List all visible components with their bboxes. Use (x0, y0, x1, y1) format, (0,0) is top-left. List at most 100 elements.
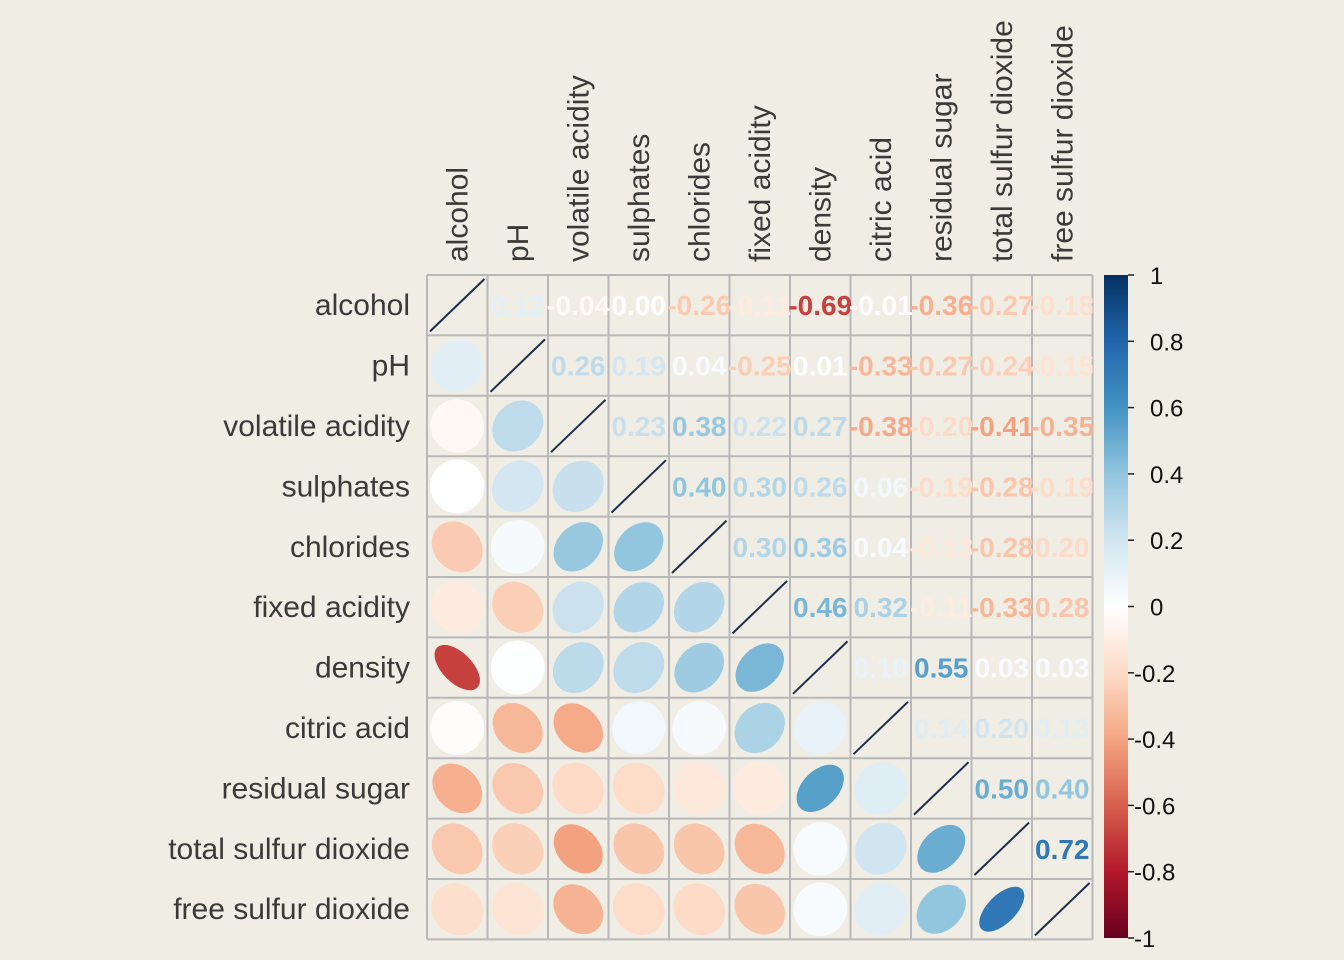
coefficient-alcohol-residual-sugar: -0.36 (909, 290, 973, 321)
ellipse-citric-acid-chlorides (672, 701, 727, 755)
coefficient-volatile-acidity-citric-acid: -0.38 (849, 411, 913, 442)
diagonal-line (1034, 882, 1091, 937)
ellipse-free-sulfur-dioxide-ph (491, 883, 544, 936)
row-label-ph: pH (372, 350, 410, 383)
coefficient-chlorides-residual-sugar: -0.13 (909, 532, 973, 563)
coefficient-chlorides-free-sulfur-dioxide: 0.20 (1035, 532, 1090, 563)
ellipse-fixed-acidity-sulphates (613, 581, 664, 633)
coefficient-ph-volatile-acidity: 0.26 (551, 351, 606, 382)
coefficient-fixed-acidity-total-sulfur-dioxide: -0.33 (970, 592, 1034, 623)
ellipse-citric-acid-alcohol (430, 701, 485, 755)
coefficient-sulphates-citric-acid: 0.06 (854, 471, 909, 502)
row-label-sulphates: sulphates (282, 470, 410, 503)
coefficient-volatile-acidity-density: 0.27 (793, 411, 848, 442)
ellipse-fixed-acidity-alcohol (430, 580, 484, 634)
ellipse-volatile-acidity-alcohol (430, 399, 485, 453)
coefficient-volatile-acidity-chlorides: 0.38 (672, 411, 727, 442)
coefficient-sulphates-residual-sugar: -0.19 (909, 471, 973, 502)
ellipse-free-sulfur-dioxide-citric-acid (854, 882, 907, 936)
ellipse-density-sulphates (613, 642, 665, 694)
colorbar-tick-label: 0.4 (1150, 462, 1183, 489)
coefficient-ph-residual-sugar: -0.27 (909, 351, 973, 382)
colorbar-tick-label: 0.8 (1150, 329, 1183, 356)
ellipse-total-sulfur-dioxide-fixed-acidity (734, 823, 785, 874)
ellipse-fixed-acidity-volatile-acidity (552, 581, 604, 633)
colorbar-tick-label: 0 (1150, 595, 1163, 622)
coefficient-density-citric-acid: 0.10 (854, 653, 909, 684)
colorbar-tick-label: -0.6 (1134, 793, 1175, 820)
column-label-density: density (804, 167, 837, 262)
diagonal-line (792, 640, 849, 695)
ellipse-citric-acid-volatile-acidity (553, 703, 603, 753)
ellipse-chlorides-ph (490, 520, 545, 574)
coefficient-ph-citric-acid: -0.33 (849, 351, 913, 382)
coefficient-chlorides-total-sulfur-dioxide: -0.28 (970, 532, 1034, 563)
column-label-residual-sugar: residual sugar (925, 74, 958, 262)
ellipse-total-sulfur-dioxide-chlorides (673, 823, 725, 875)
coefficient-fixed-acidity-density: 0.46 (793, 592, 848, 623)
row-label-density: density (315, 652, 410, 685)
ellipse-free-sulfur-dioxide-density (793, 882, 848, 937)
diagonal-line (852, 701, 909, 755)
colorbar-tick-label: -0.4 (1134, 727, 1175, 754)
colorbar-tick-label: -0.2 (1134, 661, 1175, 688)
coefficient-total-sulfur-dioxide-free-sulfur-dioxide: 0.72 (1035, 834, 1090, 865)
ellipse-total-sulfur-dioxide-volatile-acidity (553, 824, 603, 874)
colorbar-tick-label: -1 (1134, 926, 1155, 953)
ellipse-free-sulfur-dioxide-volatile-acidity (553, 884, 604, 935)
ellipse-volatile-acidity-ph (492, 400, 544, 452)
coefficient-alcohol-fixed-acidity: -0.11 (729, 290, 791, 321)
coefficient-ph-sulphates: 0.19 (612, 351, 667, 382)
ellipse-sulphates-alcohol (430, 459, 485, 514)
colorbar (1104, 275, 1128, 938)
diagonal-line (610, 459, 667, 514)
diagonal-line (671, 519, 728, 574)
ellipse-density-volatile-acidity (552, 642, 604, 694)
ellipse-free-sulfur-dioxide-fixed-acidity (734, 883, 786, 935)
ellipse-free-sulfur-dioxide-residual-sugar (916, 884, 966, 934)
ellipse-chlorides-sulphates (614, 522, 664, 572)
ellipse-fixed-acidity-ph (492, 581, 544, 633)
ellipse-total-sulfur-dioxide-ph (492, 823, 544, 875)
coefficient-chlorides-density: 0.36 (793, 532, 848, 563)
coefficient-density-residual-sugar: 0.55 (914, 653, 969, 684)
ellipse-density-chlorides (674, 642, 725, 693)
ellipse-residual-sugar-volatile-acidity (552, 762, 605, 815)
diagonal-line (731, 580, 788, 635)
coefficient-ph-free-sulfur-dioxide: -0.15 (1030, 351, 1094, 382)
coefficient-fixed-acidity-residual-sugar: -0.11 (910, 592, 972, 623)
coefficient-alcohol-volatile-acidity: -0.04 (546, 290, 610, 321)
coefficient-alcohol-sulphates: 0.00 (612, 290, 667, 321)
row-label-volatile-acidity: volatile acidity (223, 410, 410, 443)
ellipse-sulphates-volatile-acidity (552, 460, 604, 513)
coefficient-citric-acid-total-sulfur-dioxide: 0.20 (975, 713, 1030, 744)
row-label-residual-sugar: residual sugar (222, 772, 410, 805)
coefficient-density-free-sulfur-dioxide: 0.03 (1035, 653, 1090, 684)
diagonal-line (489, 338, 546, 393)
diagonal-line (913, 761, 970, 816)
coefficient-residual-sugar-total-sulfur-dioxide: 0.50 (975, 773, 1030, 804)
column-label-citric-acid: citric acid (865, 137, 898, 262)
ellipse-fixed-acidity-chlorides (674, 581, 725, 633)
coefficient-alcohol-citric-acid: -0.01 (849, 290, 913, 321)
diagonal-line (550, 399, 607, 453)
coefficient-chlorides-fixed-acidity: 0.30 (733, 532, 788, 563)
coefficient-citric-acid-free-sulfur-dioxide: 0.13 (1035, 713, 1090, 744)
column-label-sulphates: sulphates (623, 134, 656, 262)
ellipse-total-sulfur-dioxide-density (793, 821, 848, 876)
ellipse-total-sulfur-dioxide-alcohol (431, 823, 483, 875)
coefficient-volatile-acidity-sulphates: 0.23 (612, 411, 667, 442)
ellipse-citric-acid-fixed-acidity (734, 702, 785, 754)
ellipse-residual-sugar-density (796, 764, 844, 813)
ellipse-total-sulfur-dioxide-residual-sugar (917, 824, 966, 873)
column-label-fixed-acidity: fixed acidity (744, 105, 777, 262)
coefficient-sulphates-density: 0.26 (793, 471, 848, 502)
coefficient-alcohol-free-sulfur-dioxide: -0.18 (1030, 290, 1094, 321)
ellipse-ph-alcohol (430, 339, 484, 392)
column-label-chlorides: chlorides (683, 142, 716, 262)
coefficient-ph-chlorides: 0.04 (672, 351, 727, 382)
ellipse-residual-sugar-alcohol (432, 763, 483, 814)
ellipse-residual-sugar-chlorides (673, 762, 726, 815)
row-label-total-sulfur-dioxide: total sulfur dioxide (168, 833, 410, 866)
